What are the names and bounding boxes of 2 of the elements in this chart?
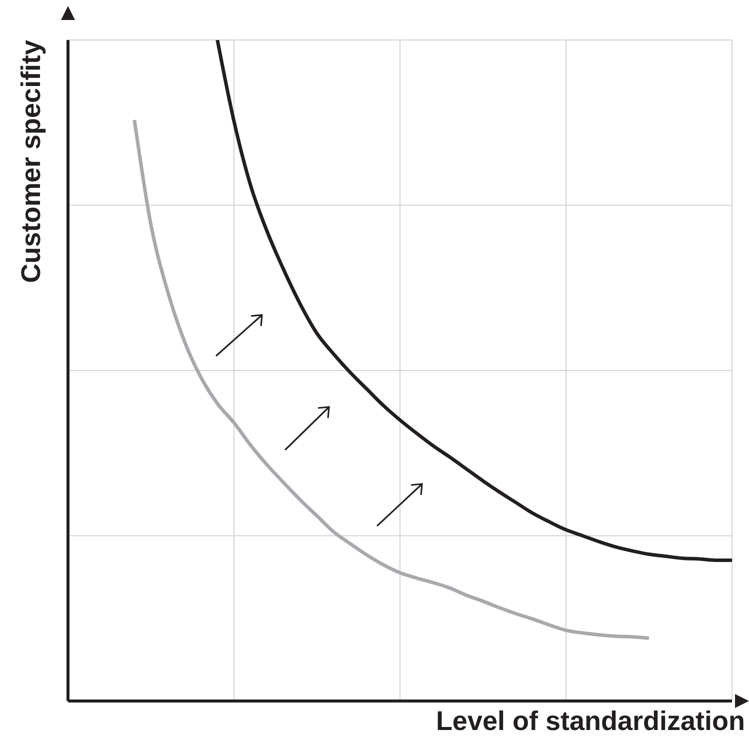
x-axis-title: Level of standardization <box>436 706 745 737</box>
y-axis-title: Customer specifity <box>16 40 47 286</box>
